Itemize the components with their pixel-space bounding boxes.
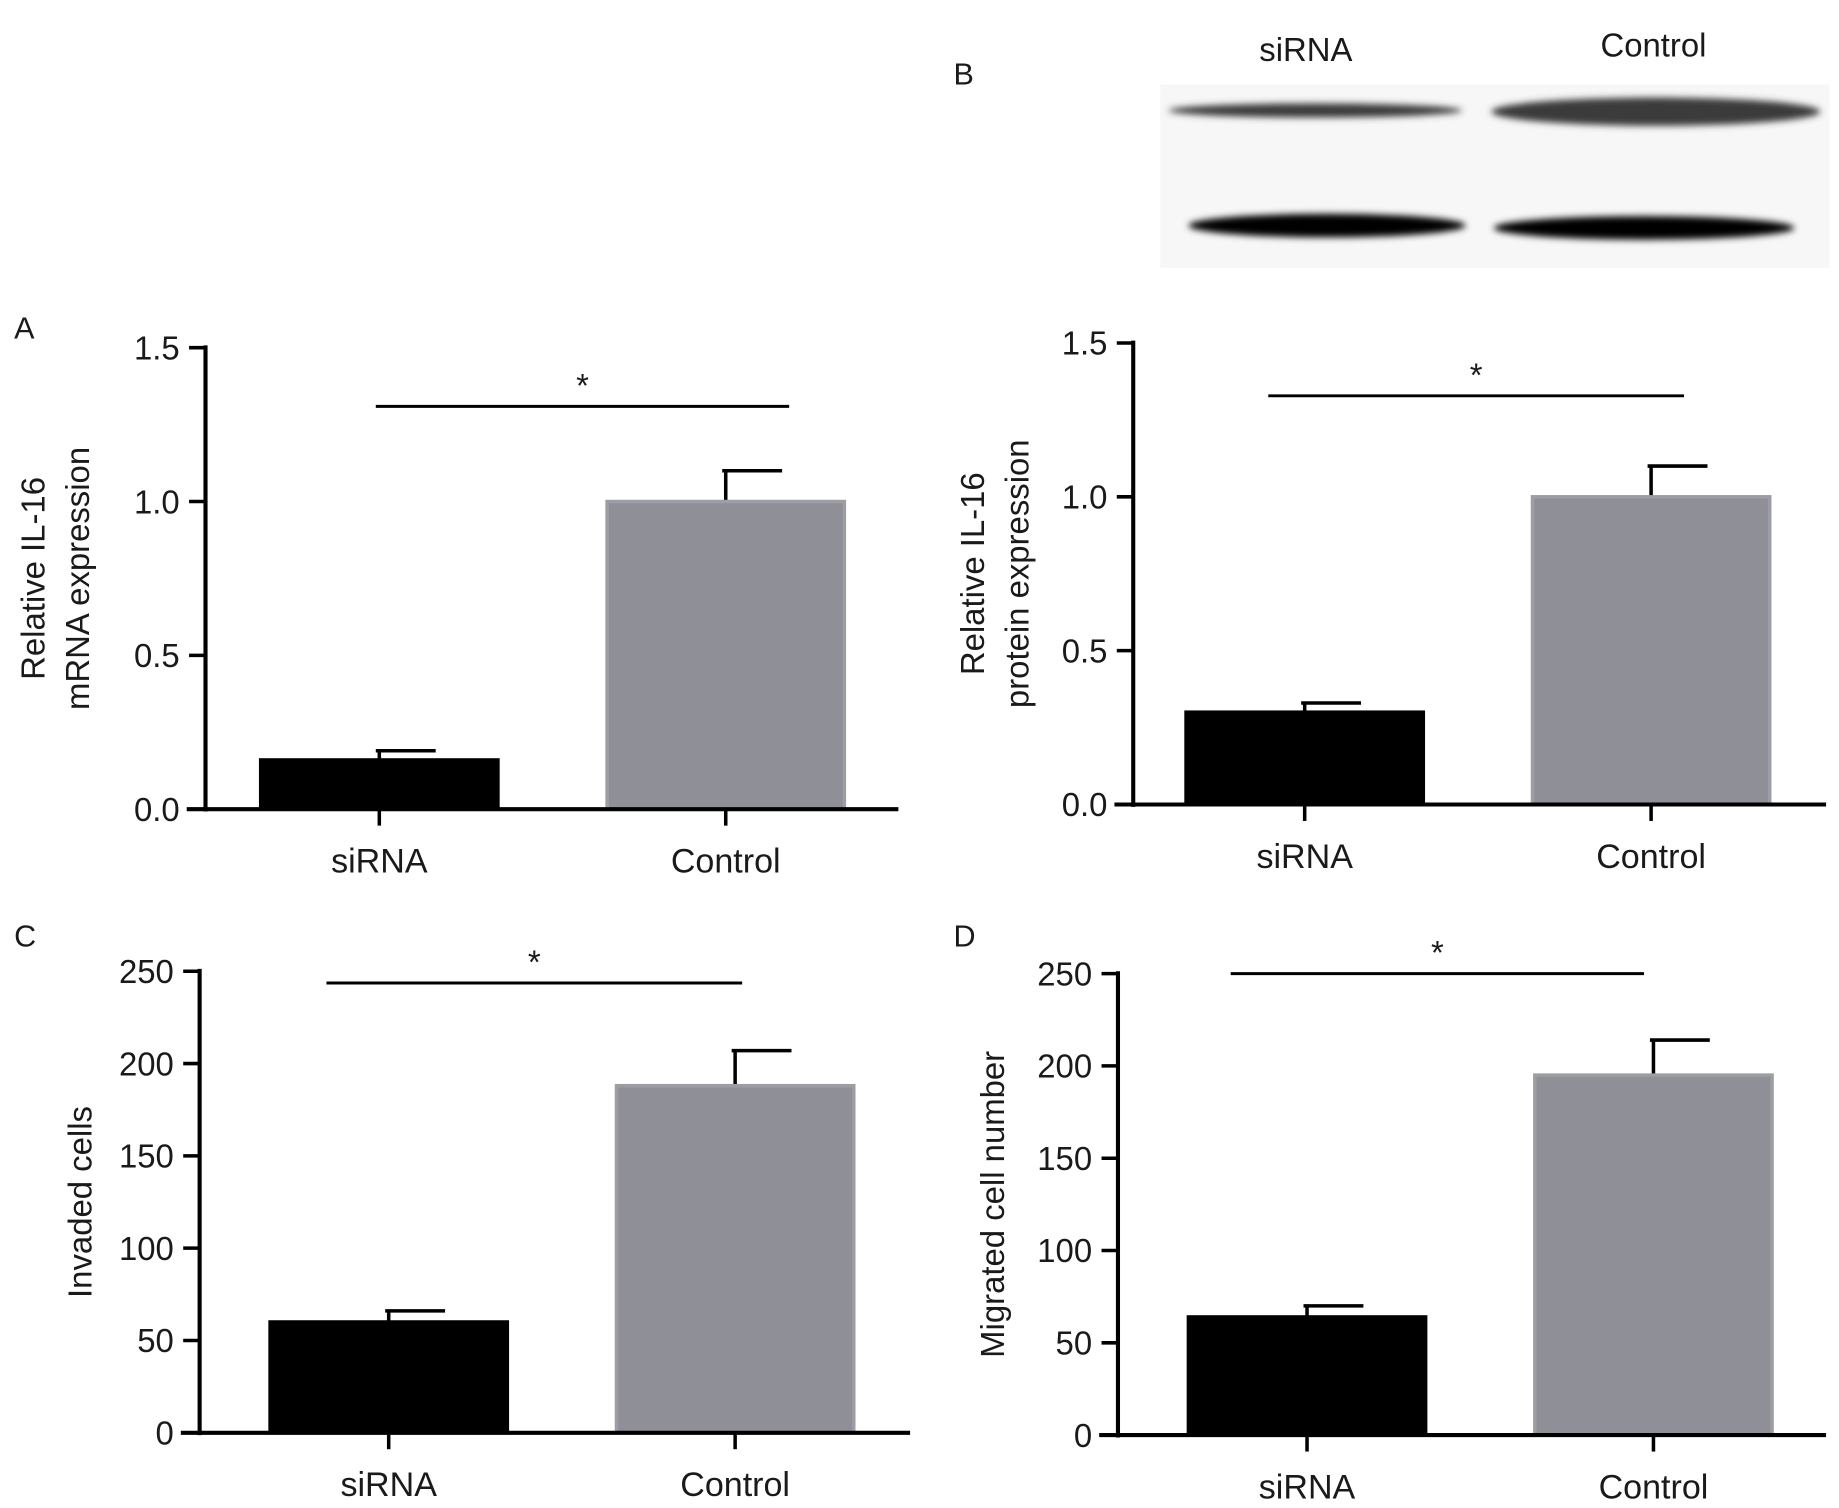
y-tick-label: 150 bbox=[119, 1138, 174, 1175]
panel-label: D bbox=[954, 920, 976, 954]
blot-lane-label-sirna: siRNA bbox=[1259, 31, 1352, 68]
y-tick-label: 1.5 bbox=[134, 329, 180, 366]
y-tick-label: 250 bbox=[1037, 955, 1092, 992]
blot-band-loading-sirna bbox=[1188, 213, 1466, 238]
y-tick-label: 0 bbox=[1074, 1417, 1092, 1454]
significance-marker: * bbox=[576, 367, 589, 404]
blot-band-loading-control bbox=[1493, 216, 1795, 240]
y-axis-label: Migrated cell number bbox=[974, 1051, 1011, 1358]
y-tick-label: 1.5 bbox=[1062, 325, 1108, 362]
y-tick-label: 0.5 bbox=[134, 637, 180, 674]
y-tick-label: 0 bbox=[156, 1415, 174, 1452]
x-tick-label: Control bbox=[680, 1466, 790, 1504]
y-tick-label: 100 bbox=[119, 1230, 174, 1267]
blot-band-il16-sirna bbox=[1168, 103, 1463, 118]
bar-chart-1: siRNA Control 0.0 0.5 1.0 1.5 Relative IL-16 pr… bbox=[954, 325, 1827, 876]
bar-sirna bbox=[258, 758, 500, 811]
blot-lane-label-control: Control bbox=[1600, 26, 1706, 63]
significance-marker: * bbox=[1431, 934, 1444, 971]
bar-control bbox=[1530, 495, 1772, 807]
significance-marker: * bbox=[528, 944, 541, 981]
panel-label: C bbox=[14, 920, 36, 954]
y-axis-label: protein expression bbox=[999, 439, 1036, 708]
bar-control bbox=[605, 499, 847, 811]
y-axis-label: mRNA expression bbox=[59, 447, 96, 710]
x-tick-label: siRNA bbox=[1259, 1469, 1356, 1507]
x-tick-label: Control bbox=[1596, 838, 1706, 876]
y-tick-label: 150 bbox=[1037, 1140, 1092, 1177]
y-axis-label: Relative IL-16 bbox=[15, 477, 52, 680]
y-tick-label: 1.0 bbox=[134, 483, 180, 520]
panel-label-b: B bbox=[954, 58, 974, 92]
y-tick-label: 50 bbox=[1056, 1325, 1093, 1362]
x-tick-label: Control bbox=[671, 843, 781, 881]
y-tick-label: 250 bbox=[119, 953, 174, 990]
y-tick-label: 200 bbox=[119, 1045, 174, 1082]
y-tick-label: 200 bbox=[1037, 1048, 1092, 1085]
x-tick-label: siRNA bbox=[1256, 838, 1353, 876]
y-tick-label: 0.0 bbox=[134, 791, 180, 828]
y-tick-label: 50 bbox=[137, 1322, 174, 1359]
bar-control bbox=[1533, 1073, 1774, 1437]
bar-sirna bbox=[1184, 710, 1426, 807]
bar-sirna bbox=[1186, 1315, 1428, 1437]
bar-control bbox=[614, 1083, 856, 1435]
panel-label: A bbox=[14, 311, 35, 345]
significance-marker: * bbox=[1470, 356, 1483, 393]
x-tick-label: siRNA bbox=[331, 843, 428, 881]
y-axis-label: Relative IL-16 bbox=[954, 472, 991, 675]
western-blot: B siRNA Control bbox=[954, 26, 1830, 268]
y-tick-label: 1.0 bbox=[1062, 479, 1108, 516]
blot-band-il16-control bbox=[1491, 97, 1821, 126]
y-tick-label: 100 bbox=[1037, 1232, 1092, 1269]
bar-sirna bbox=[268, 1320, 510, 1435]
y-tick-label: 0.0 bbox=[1062, 786, 1108, 823]
y-axis-label: Invaded cells bbox=[62, 1106, 99, 1298]
x-tick-label: siRNA bbox=[340, 1466, 437, 1504]
y-tick-label: 0.5 bbox=[1062, 632, 1108, 669]
x-tick-label: Control bbox=[1599, 1469, 1709, 1507]
